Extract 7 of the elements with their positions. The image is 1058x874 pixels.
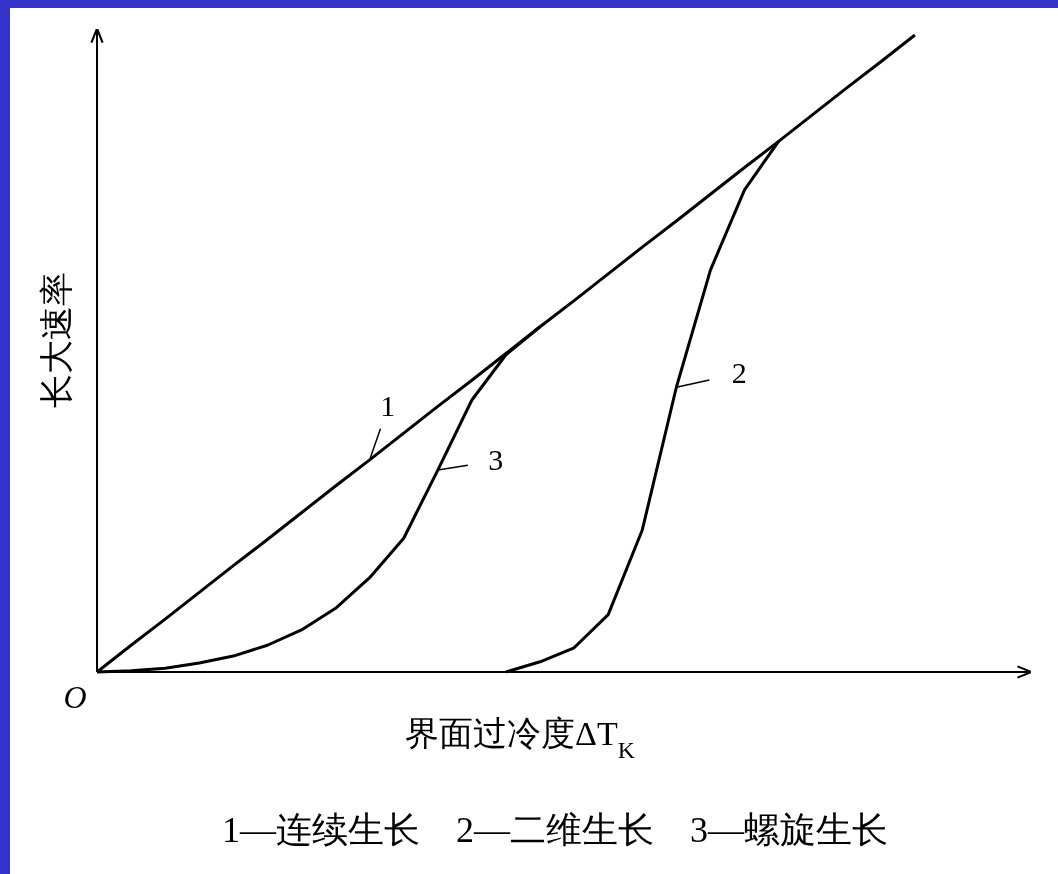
legend-label: 3 [488, 443, 504, 477]
legend-label: 2 [731, 356, 747, 390]
series-label: 1 [380, 388, 396, 422]
text: O [63, 679, 87, 715]
text: 1—连续生长 2—二维生长 3—螺旋生长 [222, 810, 888, 850]
y-axis-title: 长大速率 [38, 272, 75, 408]
x-axis-title: 界面过冷度ΔT$_{K}$ [405, 715, 635, 763]
